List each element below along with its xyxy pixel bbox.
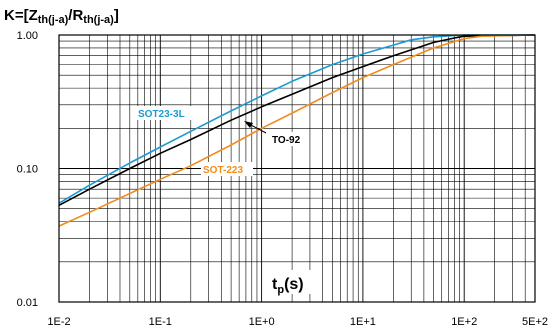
series-label-bg-sot-223 xyxy=(201,162,253,176)
series-label-bg-to-92 xyxy=(266,132,304,146)
chart-title: K=[Zth(j-a)/Rth(j-a)] xyxy=(4,7,119,26)
x-tick-label: 1E+2 xyxy=(451,316,477,328)
series-line-sot23-3l xyxy=(58,34,535,204)
x-tick-label: 1E+0 xyxy=(249,316,275,328)
series-group xyxy=(58,34,536,227)
x-tick-label: 5E+2 xyxy=(522,316,548,328)
series-line-sot-223 xyxy=(58,34,536,227)
series-label-text-to-92: TO-92 xyxy=(272,135,301,146)
y-tick-label: 0.10 xyxy=(17,164,38,176)
xlabel-background xyxy=(268,270,316,294)
to-92-pointer-arrowhead xyxy=(244,121,253,128)
y-tick-label: 0.01 xyxy=(17,297,38,309)
series-label-text-sot23-3l: SOT23-3L xyxy=(138,109,185,120)
to-92-pointer-line xyxy=(248,123,269,135)
xlabel-group: tp(s) xyxy=(268,270,316,296)
series-line-to-92 xyxy=(58,34,536,207)
plot-frame xyxy=(58,34,536,303)
x-tick-label: 1E-2 xyxy=(47,316,70,328)
tick-labels: 1E-2 1E-1 1E+0 1E+1 1E+2 5E+2 0.01 0.10 1.00 xyxy=(17,30,548,328)
series-label-bg-sot23-3l xyxy=(136,106,194,120)
x-tick-label: 1E-1 xyxy=(149,316,172,328)
x-tick-label: 1E+1 xyxy=(350,316,376,328)
series-label-sot-223: SOT-223 xyxy=(201,162,253,176)
x-axis-label: tp(s) xyxy=(272,276,304,296)
y-tick-label: 1.00 xyxy=(17,30,38,42)
series-label-text-sot-223: SOT-223 xyxy=(203,165,243,176)
series-label-sot23-3l: SOT23-3L xyxy=(136,106,194,120)
series-label-to-92: TO-92 xyxy=(244,121,304,146)
